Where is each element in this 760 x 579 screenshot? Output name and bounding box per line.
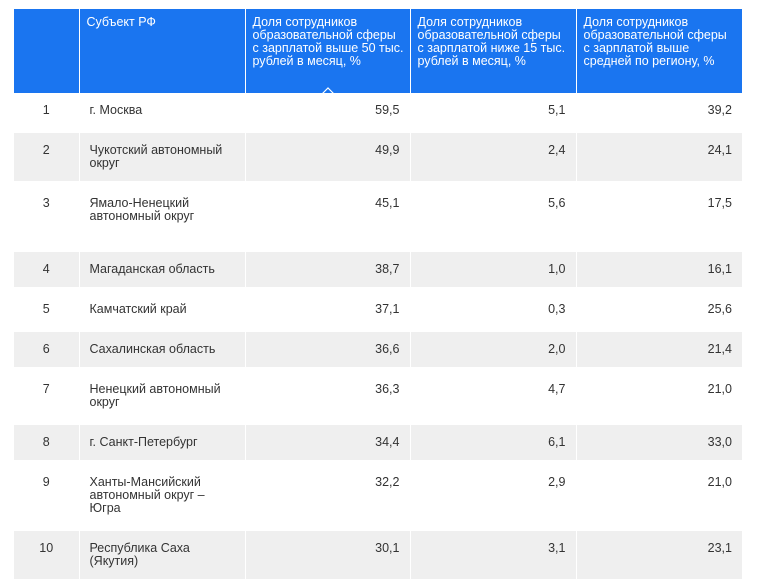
row-gap — [14, 181, 742, 186]
row-number: 1 — [14, 93, 80, 128]
row-gap-cell — [14, 526, 742, 531]
row-gap — [14, 460, 742, 465]
row-number: 6 — [14, 332, 80, 367]
row-gap — [14, 128, 742, 133]
row-number: 2 — [14, 133, 80, 181]
row-value-over-50k: 49,9 — [245, 133, 411, 181]
row-value-over-50k: 36,6 — [245, 332, 411, 367]
row-number: 8 — [14, 425, 80, 460]
row-value-under-15k: 2,9 — [410, 465, 577, 526]
row-value-above-avg: 21,0 — [576, 465, 742, 526]
row-gap-cell — [14, 460, 742, 465]
row-number: 9 — [14, 465, 80, 526]
row-region: Камчатский край — [79, 292, 246, 327]
row-value-above-avg: 33,0 — [576, 425, 742, 460]
row-gap — [14, 287, 742, 292]
row-value-over-50k: 45,1 — [245, 186, 411, 247]
header-region[interactable]: Субъект РФ — [79, 9, 246, 93]
table-body: 1 г. Москва 59,5 5,1 39,2 2 Чукотский автономн… — [14, 93, 742, 579]
row-number: 5 — [14, 292, 80, 327]
row-value-over-50k: 36,3 — [245, 372, 411, 420]
row-value-under-15k: 1,0 — [410, 252, 577, 287]
row-value-under-15k: 3,1 — [410, 531, 577, 579]
table-row: 6 Сахалинская область 36,6 2,0 21,4 — [14, 332, 742, 367]
row-region: г. Москва — [79, 93, 246, 128]
row-gap — [14, 367, 742, 372]
row-value-over-50k: 59,5 — [245, 93, 411, 128]
row-gap-cell — [14, 287, 742, 292]
table-header-row: Субъект РФ Доля сотрудников образователь… — [14, 9, 742, 95]
row-value-over-50k: 37,1 — [245, 292, 411, 327]
row-number: 10 — [14, 531, 80, 579]
table-row: 10 Республика Саха (Якутия) 30,1 3,1 23,1 — [14, 531, 742, 579]
row-value-above-avg: 25,6 — [576, 292, 742, 327]
row-value-under-15k: 4,7 — [410, 372, 577, 420]
header-col3[interactable]: Доля сотрудников образовательной сферы с… — [576, 9, 742, 93]
header-num — [14, 9, 80, 93]
table-row: 5 Камчатский край 37,1 0,3 25,6 — [14, 292, 742, 327]
row-region: Ненецкий автономный округ — [79, 372, 246, 420]
table-row: 9 Ханты-Мансийский автономный округ – Югр… — [14, 465, 742, 526]
header-col2[interactable]: Доля сотрудников образовательной сферы с… — [410, 9, 577, 93]
row-gap-cell — [14, 420, 742, 425]
row-value-under-15k: 0,3 — [410, 292, 577, 327]
row-number: 4 — [14, 252, 80, 287]
row-value-over-50k: 32,2 — [245, 465, 411, 526]
header-col2-label: Доля сотрудников образовательной сферы с… — [417, 15, 566, 68]
row-number: 7 — [14, 372, 80, 420]
data-table-container: Субъект РФ Доля сотрудников образователь… — [14, 9, 742, 579]
row-gap-cell — [14, 247, 742, 252]
row-gap — [14, 327, 742, 332]
chevron-up-icon — [321, 87, 334, 95]
row-value-over-50k: 34,4 — [245, 425, 411, 460]
row-value-under-15k: 6,1 — [410, 425, 577, 460]
table-row: 8 г. Санкт-Петербург 34,4 6,1 33,0 — [14, 425, 742, 460]
table-row: 2 Чукотский автономный округ 49,9 2,4 24,1 — [14, 133, 742, 181]
table-row: 3 Ямало-Ненецкий автономный округ 45,1 5,6 1… — [14, 186, 742, 247]
row-region: Магаданская область — [79, 252, 246, 287]
row-gap — [14, 526, 742, 531]
row-value-over-50k: 38,7 — [245, 252, 411, 287]
row-value-above-avg: 39,2 — [576, 93, 742, 128]
row-value-over-50k: 30,1 — [245, 531, 411, 579]
row-region: г. Санкт-Петербург — [79, 425, 246, 460]
row-number: 3 — [14, 186, 80, 247]
row-gap-cell — [14, 181, 742, 186]
row-gap-cell — [14, 367, 742, 372]
row-region: Республика Саха (Якутия) — [79, 531, 246, 579]
row-value-above-avg: 21,4 — [576, 332, 742, 367]
row-gap-cell — [14, 327, 742, 332]
row-value-above-avg: 21,0 — [576, 372, 742, 420]
row-region: Ямало-Ненецкий автономный округ — [79, 186, 246, 247]
row-gap-cell — [14, 128, 742, 133]
table-row: 7 Ненецкий автономный округ 36,3 4,7 21,0 — [14, 372, 742, 420]
row-value-under-15k: 2,0 — [410, 332, 577, 367]
header-col1-sorted[interactable]: Доля сотрудников образовательной сферы с… — [245, 9, 411, 95]
row-value-above-avg: 17,5 — [576, 186, 742, 247]
row-value-under-15k: 5,1 — [410, 93, 577, 128]
row-value-above-avg: 16,1 — [576, 252, 742, 287]
table-row: 1 г. Москва 59,5 5,1 39,2 — [14, 93, 742, 128]
row-region: Чукотский автономный округ — [79, 133, 246, 181]
table-row: 4 Магаданская область 38,7 1,0 16,1 — [14, 252, 742, 287]
header-col3-label: Доля сотрудников образовательной сферы с… — [583, 15, 727, 68]
row-value-under-15k: 2,4 — [410, 133, 577, 181]
row-gap — [14, 420, 742, 425]
salary-table: Субъект РФ Доля сотрудников образователь… — [14, 9, 742, 579]
row-value-above-avg: 23,1 — [576, 531, 742, 579]
row-region: Сахалинская область — [79, 332, 246, 367]
row-region: Ханты-Мансийский автономный округ – Югра — [79, 465, 246, 526]
row-value-above-avg: 24,1 — [576, 133, 742, 181]
row-value-under-15k: 5,6 — [410, 186, 577, 247]
header-col1-label: Доля сотрудников образовательной сферы с… — [252, 15, 404, 68]
header-region-label: Субъект РФ — [86, 15, 156, 29]
row-gap — [14, 247, 742, 252]
